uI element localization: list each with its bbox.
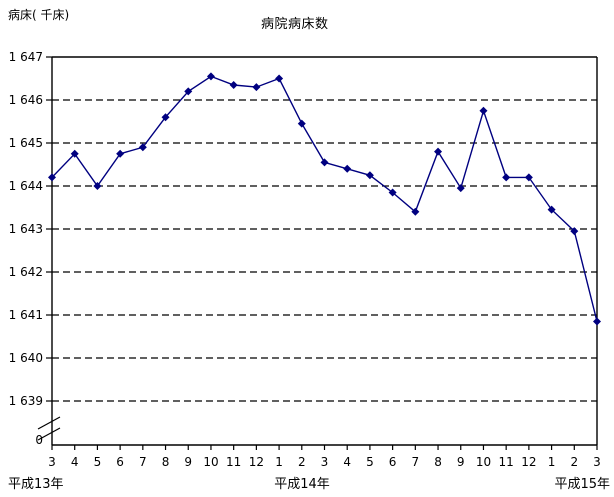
data-point-marker xyxy=(570,227,579,236)
data-point-marker xyxy=(252,83,261,92)
data-point-marker xyxy=(116,149,125,158)
x-tick-label: 11 xyxy=(226,455,241,469)
data-series xyxy=(48,72,601,326)
y-tick-label: 1 645 xyxy=(9,136,43,150)
chart-title: 病院病床数 xyxy=(261,17,329,32)
y-tick-label: 1 644 xyxy=(9,179,43,193)
data-point-marker xyxy=(593,317,601,326)
x-axis-labels: 3 4 5 6 7 8 9 10 11 12 1 2 3 4 5 6 7 8 9 10 11 12 1 2 3 xyxy=(48,445,601,469)
x-tick-label: 2 xyxy=(570,455,578,469)
x-tick-label: 3 xyxy=(321,455,329,469)
x-tick-label: 7 xyxy=(412,455,420,469)
data-point-marker xyxy=(388,188,397,197)
data-point-marker xyxy=(206,72,215,81)
data-point-marker xyxy=(70,149,79,158)
data-point-marker xyxy=(320,158,329,167)
era-label: 平成14年 xyxy=(274,477,330,492)
x-tick-label: 4 xyxy=(343,455,351,469)
x-tick-label: 7 xyxy=(139,455,147,469)
data-point-marker xyxy=(275,74,284,83)
x-tick-label: 3 xyxy=(593,455,601,469)
data-point-marker xyxy=(161,113,170,122)
y-tick-label: 1 642 xyxy=(9,265,43,279)
data-point-marker xyxy=(434,147,443,156)
era-label: 平成15年 xyxy=(554,477,610,492)
data-point-marker xyxy=(48,173,56,182)
x-tick-label: 5 xyxy=(366,455,374,469)
data-point-marker xyxy=(365,171,374,180)
data-point-marker xyxy=(343,164,352,173)
y-tick-label: 1 647 xyxy=(9,50,43,64)
axis-break-icon xyxy=(37,416,61,441)
data-point-marker xyxy=(479,106,488,115)
y-axis-labels: 1 647 1 646 1 645 1 644 1 643 1 642 1 641 1 640… xyxy=(9,50,52,447)
x-tick-label: 10 xyxy=(203,455,218,469)
data-point-marker xyxy=(184,87,193,96)
x-tick-label: 9 xyxy=(457,455,465,469)
data-point-marker xyxy=(93,182,102,190)
plot-frame xyxy=(51,56,598,446)
era-label: 平成13年 xyxy=(8,477,64,492)
x-tick-label: 2 xyxy=(298,455,306,469)
x-tick-label: 10 xyxy=(476,455,491,469)
x-tick-label: 6 xyxy=(389,455,397,469)
data-point-marker xyxy=(547,205,556,214)
data-point-marker xyxy=(229,80,238,89)
y-tick-label: 1 639 xyxy=(9,394,43,408)
x-tick-label: 3 xyxy=(48,455,56,469)
y-tick-label: 1 646 xyxy=(9,93,43,107)
x-tick-label: 8 xyxy=(162,455,170,469)
series-line xyxy=(51,75,598,322)
data-point-marker xyxy=(138,143,147,152)
x-tick-label: 1 xyxy=(275,455,283,469)
era-labels: 平成13年 平成14年 平成15年 xyxy=(8,477,610,492)
x-tick-label: 11 xyxy=(499,455,514,469)
axis-break-slash xyxy=(37,416,61,430)
y-tick-label: 1 640 xyxy=(9,351,43,365)
data-point-marker xyxy=(524,173,533,182)
data-point-marker xyxy=(456,184,465,193)
data-point-marker xyxy=(502,173,511,182)
x-tick-label: 5 xyxy=(94,455,102,469)
gridlines xyxy=(52,99,597,402)
x-tick-label: 12 xyxy=(521,455,536,469)
axis-break-slash xyxy=(37,427,61,441)
x-tick-label: 8 xyxy=(434,455,442,469)
data-point-marker xyxy=(411,207,420,216)
x-tick-label: 4 xyxy=(71,455,79,469)
data-point-marker xyxy=(297,119,306,128)
x-tick-label: 1 xyxy=(548,455,556,469)
y-tick-label: 1 643 xyxy=(9,222,43,236)
y-tick-label: 1 641 xyxy=(9,308,43,322)
y-axis-title: 病床( 千床) xyxy=(8,8,70,22)
x-tick-label: 6 xyxy=(116,455,124,469)
x-tick-label: 12 xyxy=(249,455,264,469)
x-tick-label: 9 xyxy=(184,455,192,469)
